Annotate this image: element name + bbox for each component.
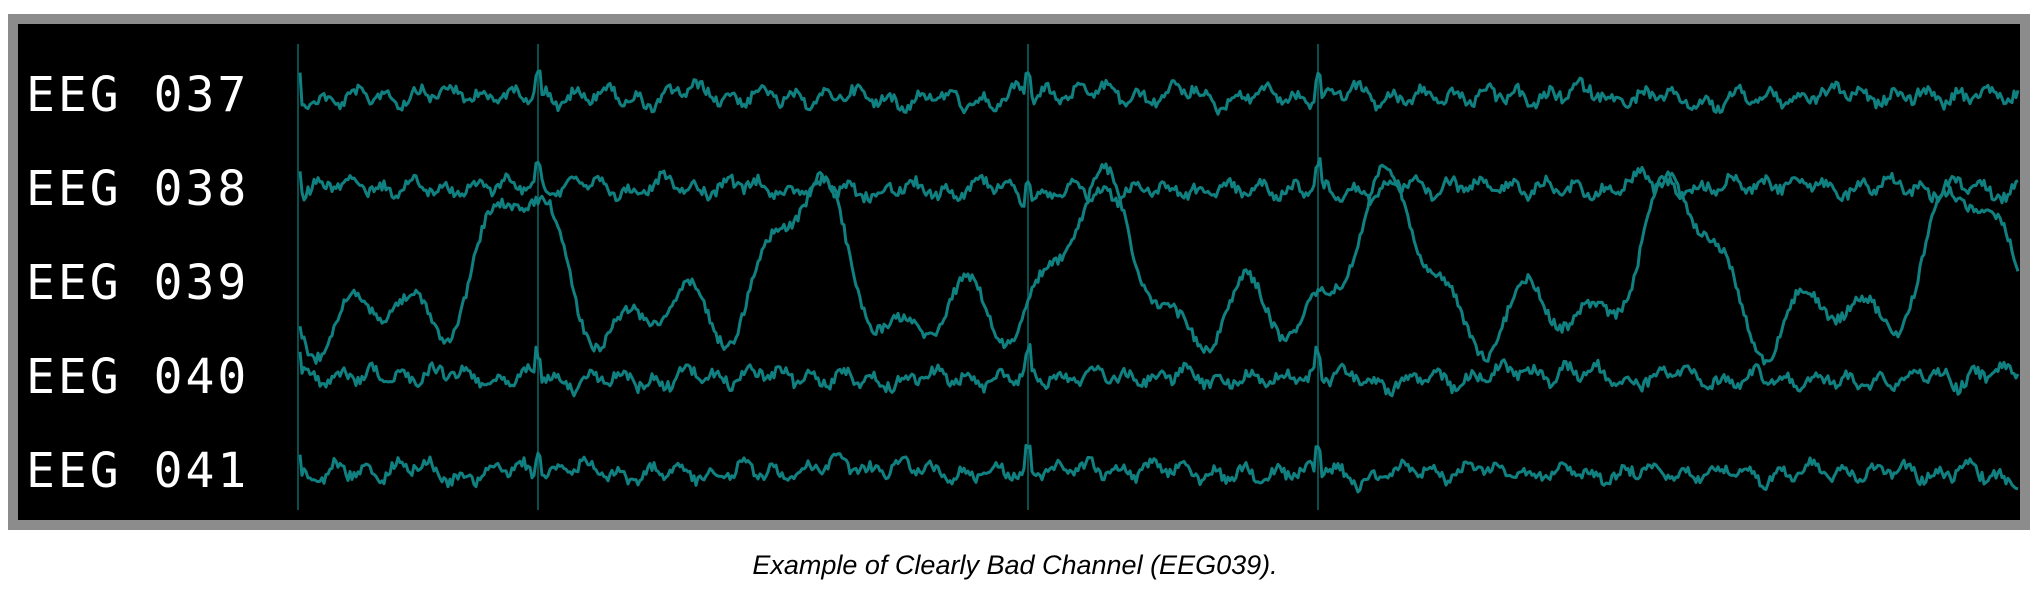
figure-caption: Example of Clearly Bad Channel (EEG039). [0,550,2030,581]
trace-eeg-041 [300,445,2018,492]
channel-label: EEG 039 [26,259,249,307]
eeg-traces [18,24,2020,520]
channel-label: EEG 040 [26,353,249,401]
channel-label: EEG 038 [26,165,249,213]
channel-label: EEG 041 [26,447,249,495]
eeg-display: EEG 037 EEG 038 EEG 039 EEG 040 EEG 041 [8,14,2030,530]
trace-eeg-037 [300,71,2018,114]
channel-label: EEG 037 [26,71,249,119]
trace-eeg-040 [300,345,2018,396]
trace-eeg-038 [300,159,2018,207]
